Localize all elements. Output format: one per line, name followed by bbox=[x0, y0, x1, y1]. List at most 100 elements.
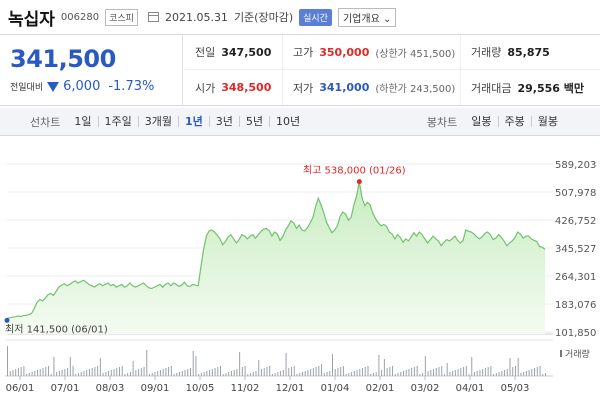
y-axis: 589,203 507,978 426,752 345,527 264,301 183,0… bbox=[555, 160, 596, 339]
x-tick-label: 01/04 bbox=[321, 383, 350, 394]
volume-bar bbox=[312, 368, 314, 376]
volume-bar bbox=[28, 373, 30, 376]
volume-bar bbox=[310, 369, 312, 376]
volume-bar bbox=[389, 367, 391, 376]
volume-bar bbox=[299, 373, 301, 376]
tab-3year[interactable]: 3년 bbox=[208, 116, 239, 127]
tab-5year[interactable]: 5년 bbox=[238, 116, 269, 127]
volume-bar bbox=[416, 366, 418, 376]
stat-trade-value: 거래대금 29,556 백만 bbox=[460, 70, 600, 105]
volume-bar bbox=[446, 363, 448, 376]
volume-bar bbox=[113, 369, 115, 376]
volume-bar bbox=[102, 373, 104, 376]
volume-bar bbox=[509, 358, 511, 376]
volume-bar bbox=[228, 372, 230, 376]
volume-bar bbox=[162, 369, 164, 376]
volume-bar bbox=[50, 374, 52, 376]
volume-bar bbox=[53, 357, 55, 376]
volume-bar bbox=[271, 374, 273, 376]
x-tick-label: 07/01 bbox=[51, 383, 80, 394]
volume-bar bbox=[236, 369, 238, 376]
realtime-button[interactable]: 실시간 bbox=[299, 8, 332, 26]
change-label: 전일대비 bbox=[10, 83, 44, 93]
volume-bar bbox=[211, 369, 213, 376]
volume-bar bbox=[364, 367, 366, 376]
volume-bar bbox=[72, 366, 74, 376]
volume-bar bbox=[88, 369, 90, 376]
stat-label: 거래대금 bbox=[471, 81, 512, 95]
stat-prev-close: 전일 347,500 bbox=[185, 35, 282, 69]
stat-label: 전일 bbox=[195, 46, 216, 59]
volume-bar bbox=[222, 374, 224, 376]
volume-bar bbox=[520, 373, 522, 376]
volume-bar bbox=[7, 346, 8, 376]
volume-bar bbox=[411, 368, 413, 376]
volume-label: 거래량 bbox=[565, 348, 590, 360]
volume-bar bbox=[359, 369, 361, 376]
volume-bar bbox=[378, 355, 380, 376]
volume-bar bbox=[274, 373, 276, 376]
volume-bar bbox=[280, 371, 282, 376]
volume-bar bbox=[214, 368, 216, 376]
volume-bar bbox=[427, 371, 429, 376]
y-tick-label: 264,301 bbox=[555, 272, 596, 283]
tab-monthly-candle[interactable]: 월봉 bbox=[530, 116, 564, 127]
volume-bar bbox=[323, 373, 325, 376]
market-badge: 코스피 bbox=[105, 8, 138, 26]
volume-bar bbox=[435, 368, 437, 376]
volume-bar bbox=[307, 370, 309, 376]
tab-1year[interactable]: 1년 bbox=[178, 116, 209, 127]
tab-1week[interactable]: 1주일 bbox=[97, 116, 138, 127]
volume-bar bbox=[438, 367, 440, 376]
volume-bar bbox=[94, 367, 96, 376]
x-tick-label: 05/03 bbox=[501, 383, 530, 394]
volume-bar bbox=[140, 368, 142, 376]
volume-bar bbox=[241, 367, 243, 376]
volume-bar bbox=[58, 371, 60, 376]
volume-bar bbox=[86, 370, 88, 376]
volume-bar bbox=[200, 373, 202, 376]
volume-bar bbox=[471, 357, 473, 376]
tab-10year[interactable]: 10년 bbox=[269, 116, 306, 127]
y-tick-label: 507,978 bbox=[555, 188, 596, 199]
volume-bar bbox=[441, 366, 443, 376]
volume-bar bbox=[331, 354, 333, 376]
volume-bar bbox=[473, 372, 475, 376]
company-info-dropdown[interactable]: 기업개요 ⌄ bbox=[337, 7, 397, 27]
tab-daily-candle[interactable]: 일봉 bbox=[471, 115, 492, 128]
y-tick-label: 345,527 bbox=[555, 244, 596, 255]
volume-bar bbox=[353, 371, 355, 376]
volume-bar bbox=[454, 370, 456, 376]
volume-bar bbox=[9, 371, 11, 376]
volume-bar bbox=[47, 366, 49, 376]
stats-row: 시가 348,500 저가 341,000 (하한가 243,500) 거래대금 29,… bbox=[185, 70, 600, 105]
max-marker bbox=[356, 179, 362, 185]
quote-stats: 전일 347,500 고가 350,000 (상한가 451,500) 거래량 85,8… bbox=[185, 35, 600, 105]
tab-weekly-candle[interactable]: 주봉 bbox=[497, 116, 531, 127]
tab-1day[interactable]: 1일 bbox=[74, 115, 92, 128]
volume-bar bbox=[326, 372, 328, 376]
volume-bar bbox=[465, 366, 467, 376]
stat-label: 저가 bbox=[293, 81, 314, 95]
volume-bar bbox=[443, 374, 445, 376]
volume-bar bbox=[531, 369, 533, 376]
volume-bar bbox=[351, 372, 353, 376]
volume-bar bbox=[490, 366, 492, 376]
stat-sub: (하한가 243,500) bbox=[375, 84, 456, 95]
line-chart-label: 선차트 bbox=[30, 115, 61, 129]
volume-bar bbox=[463, 367, 465, 376]
volume-bar bbox=[405, 370, 407, 376]
volume-bar bbox=[460, 368, 462, 376]
volume-bar bbox=[56, 372, 58, 376]
volume-bar bbox=[285, 353, 287, 376]
volume-bar bbox=[39, 369, 41, 376]
volume-bar bbox=[291, 367, 293, 376]
candle-chart-label: 봉차트 bbox=[426, 115, 458, 129]
volume-bar bbox=[269, 366, 271, 376]
volume-bar bbox=[255, 371, 257, 376]
volume-bar bbox=[225, 373, 227, 376]
volume-bar bbox=[413, 367, 415, 376]
tab-3month[interactable]: 3개월 bbox=[137, 116, 178, 127]
quote-date: 2021.05.31 bbox=[164, 10, 228, 24]
volume-bar bbox=[189, 368, 191, 376]
